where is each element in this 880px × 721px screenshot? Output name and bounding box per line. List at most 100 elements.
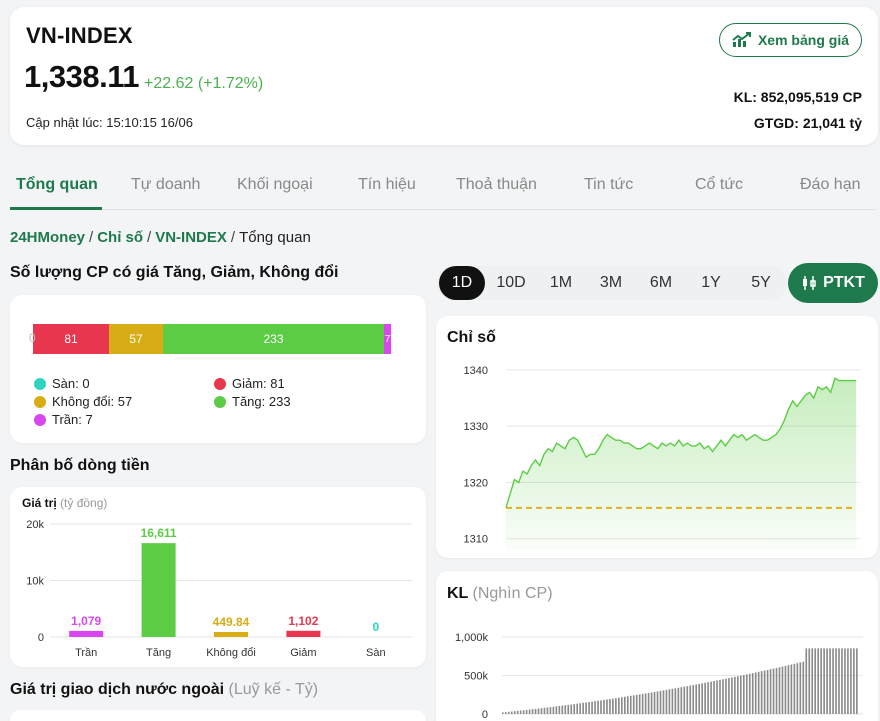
volume-bar bbox=[847, 648, 849, 714]
volume-bar bbox=[540, 708, 543, 714]
volume-bar bbox=[659, 690, 662, 714]
legend-ceiling-dot bbox=[34, 413, 46, 426]
volume-bar bbox=[591, 701, 593, 714]
legend-floor-label: Sàn: 0 bbox=[52, 376, 90, 391]
volume-bar bbox=[769, 669, 772, 714]
index-price: 1,338.11 bbox=[24, 59, 139, 94]
range-5y[interactable]: 5Y bbox=[751, 274, 771, 291]
volume-bar bbox=[716, 680, 718, 714]
range-1m[interactable]: 1M bbox=[549, 274, 573, 291]
volume-bar bbox=[609, 699, 611, 714]
volume-bar bbox=[650, 692, 653, 714]
volume-bar bbox=[710, 681, 712, 714]
range-3m[interactable]: 3M bbox=[599, 274, 623, 291]
index-y-tick: 1340 bbox=[464, 365, 488, 377]
tab-bar: Tổng quan Tự doanh Khối ngoại Tín hiệu T… bbox=[10, 162, 876, 210]
volume-bar bbox=[626, 696, 629, 714]
legend-ceiling-label: Trần: 7 bbox=[52, 412, 93, 427]
breadth-segment-down: 81 bbox=[33, 324, 109, 354]
volume-bar bbox=[698, 683, 700, 714]
legend-up-dot bbox=[214, 395, 226, 408]
volume-bar bbox=[570, 704, 573, 714]
volume-bar bbox=[513, 711, 516, 714]
volume-bar bbox=[677, 687, 680, 714]
range-1y[interactable]: 1Y bbox=[701, 274, 721, 291]
volume-chart-title: KL (Nghìn CP) bbox=[447, 585, 553, 603]
volume-bar bbox=[826, 648, 828, 714]
volume-y-tick: 0 bbox=[482, 709, 488, 721]
volume-bar bbox=[618, 697, 620, 714]
volume-bar bbox=[567, 704, 570, 714]
volume-bar bbox=[850, 648, 852, 714]
index-change: +22.62 (+1.72%) bbox=[144, 75, 264, 92]
legend-floor-dot bbox=[34, 377, 46, 390]
breadcrumb-index[interactable]: VN-INDEX bbox=[155, 229, 227, 246]
view-price-board-label: Xem bảng giá bbox=[757, 32, 849, 48]
volume-bar bbox=[653, 691, 656, 714]
volume-bar bbox=[781, 666, 784, 714]
tab-proprietary[interactable]: Tự doanh bbox=[131, 176, 201, 193]
breadth-segment-ceiling: 7 bbox=[384, 324, 391, 354]
volume-bar bbox=[543, 707, 546, 714]
index-header-card: VN-INDEX 1,338.11 +22.62 (+1.72%) Cập nh… bbox=[10, 7, 878, 145]
tab-block-deals[interactable]: Thoả thuận bbox=[456, 176, 537, 193]
flow-category-label: Giảm bbox=[290, 647, 316, 659]
legend-down: Giảm: 81 bbox=[214, 376, 285, 391]
volume-bar bbox=[832, 648, 834, 714]
breadcrumb-home[interactable]: 24HMoney bbox=[10, 229, 86, 246]
volume-bar bbox=[615, 698, 617, 714]
breadth-card: 81 57 233 7 0 Sàn: 0 Giảm: 81 Không đổi:… bbox=[10, 295, 426, 443]
volume-bar bbox=[841, 648, 843, 714]
volume-bar bbox=[799, 662, 802, 714]
volume-bar bbox=[644, 693, 647, 714]
tab-maturity[interactable]: Đáo hạn bbox=[800, 176, 861, 193]
index-y-tick: 1320 bbox=[464, 477, 488, 489]
breadth-segment-unchanged: 57 bbox=[109, 324, 163, 354]
volume-bar bbox=[546, 707, 549, 714]
money-flow-title: Phân bố dòng tiền bbox=[10, 457, 150, 474]
flow-bar-value: 0 bbox=[372, 620, 379, 634]
volume-chart-title-text: KL bbox=[447, 585, 469, 602]
flow-bar bbox=[286, 630, 321, 637]
volume-bar bbox=[579, 703, 581, 714]
flow-bar bbox=[141, 543, 176, 637]
volume-bar bbox=[504, 712, 507, 714]
tab-signals[interactable]: Tín hiệu bbox=[358, 176, 416, 193]
volume-bar bbox=[623, 696, 626, 714]
tab-foreign[interactable]: Khối ngoại bbox=[237, 176, 313, 193]
flow-bar bbox=[69, 630, 104, 637]
volume-bar bbox=[576, 703, 579, 714]
volume-bar bbox=[853, 648, 855, 714]
range-6m[interactable]: 6M bbox=[649, 274, 673, 291]
volume-bar bbox=[668, 689, 671, 714]
volume-bar bbox=[811, 648, 814, 714]
volume-chart-card: KL (Nghìn CP) 0 500k 1,000k bbox=[436, 571, 878, 721]
breadcrumb-section[interactable]: Chỉ số bbox=[97, 229, 144, 246]
volume-bar bbox=[692, 685, 695, 714]
range-10d[interactable]: 10D bbox=[496, 274, 526, 291]
legend-down-label: Giảm: 81 bbox=[232, 376, 285, 391]
breadth-stacked-bar: 81 57 233 7 bbox=[33, 324, 391, 354]
money-flow-card: Giá trị (tỷ đồng) 0 10k 20k 1,079 Trần 16,611… bbox=[10, 487, 426, 667]
volume-bar bbox=[507, 711, 510, 714]
range-1d[interactable]: 1D bbox=[439, 266, 485, 300]
active-tab-indicator bbox=[10, 207, 102, 210]
technical-analysis-button[interactable]: PTKT bbox=[788, 263, 878, 303]
volume-bar bbox=[844, 648, 846, 714]
volume-bar bbox=[787, 665, 790, 714]
volume-bar bbox=[722, 679, 724, 714]
volume-bar bbox=[528, 709, 531, 714]
flow-bar-value: 16,611 bbox=[141, 526, 177, 540]
view-price-board-button[interactable]: Xem bảng giá bbox=[718, 23, 862, 57]
volume-bar bbox=[775, 667, 778, 714]
money-flow-axis-label: Giá trị bbox=[22, 496, 57, 510]
volume-bar bbox=[784, 665, 787, 714]
flow-bar-value: 449.84 bbox=[213, 615, 250, 629]
tab-dividends[interactable]: Cổ tức bbox=[695, 176, 744, 193]
tab-overview[interactable]: Tổng quan bbox=[16, 176, 98, 193]
volume-bar bbox=[802, 661, 805, 714]
tab-news[interactable]: Tin tức bbox=[584, 176, 634, 193]
volume-bar bbox=[588, 702, 590, 714]
volume-bar bbox=[502, 712, 504, 714]
volume-bar bbox=[820, 648, 822, 714]
